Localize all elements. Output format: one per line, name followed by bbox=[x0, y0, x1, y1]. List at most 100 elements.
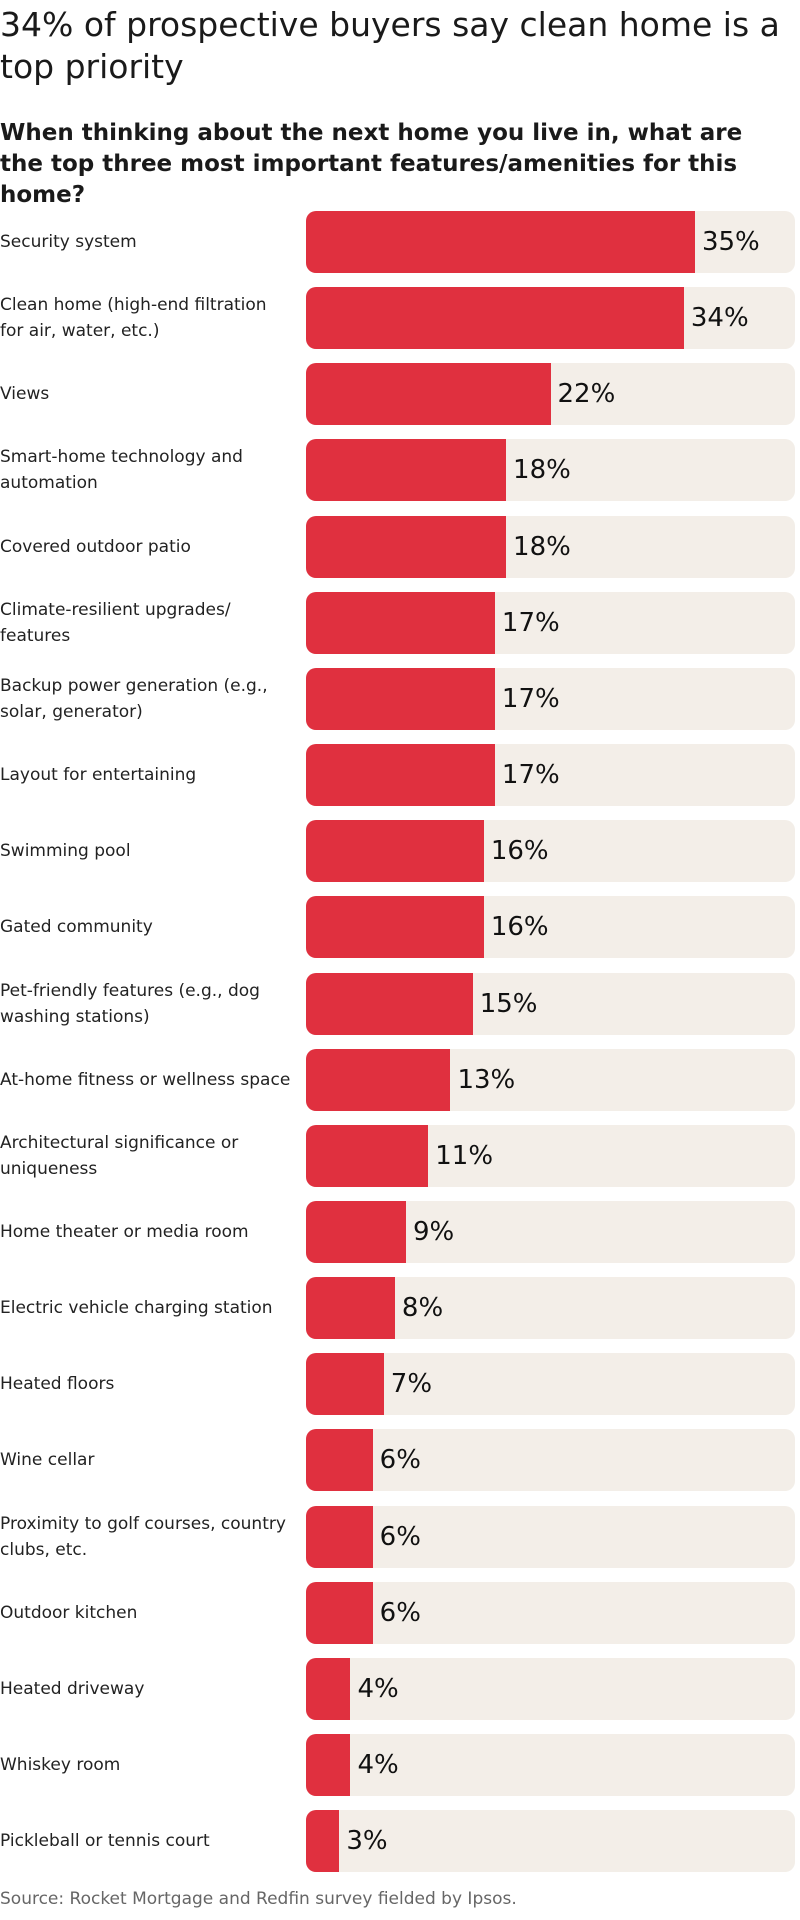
bar-track bbox=[306, 1429, 795, 1492]
value-label: 17% bbox=[501, 607, 560, 638]
bar-track bbox=[306, 1734, 795, 1796]
bar-row: Layout for entertaining 17% bbox=[0, 744, 800, 807]
bar-row: Home theater or media room 9% bbox=[0, 1200, 800, 1263]
category-label: At-home fitness or wellness space bbox=[0, 1069, 291, 1090]
value-label: 11% bbox=[435, 1140, 494, 1171]
category-label: Clean home (high-end filtration for air,… bbox=[0, 295, 267, 342]
chart-subtitle: When thinking about the next home you li… bbox=[0, 120, 743, 208]
value-label: 8% bbox=[401, 1293, 444, 1324]
category-label: Heated floors bbox=[0, 1374, 115, 1395]
bar-row: Architectural significance or uniqueness… bbox=[0, 1124, 800, 1187]
bar bbox=[306, 287, 684, 350]
bar bbox=[306, 591, 495, 654]
source-note: Source: Rocket Mortgage and Redfin surve… bbox=[0, 1889, 517, 1909]
value-label: 16% bbox=[490, 836, 549, 867]
bar bbox=[306, 1124, 429, 1187]
bar bbox=[306, 744, 495, 807]
category-label: Outdoor kitchen bbox=[0, 1602, 138, 1623]
bar bbox=[306, 1277, 395, 1340]
bar-row: At-home fitness or wellness space 13% bbox=[0, 1048, 800, 1111]
bar bbox=[306, 211, 695, 273]
bar-row: Outdoor kitchen 6% bbox=[0, 1581, 800, 1644]
value-label: 15% bbox=[479, 988, 538, 1019]
category-label: Gated community bbox=[0, 917, 153, 938]
value-label: 6% bbox=[379, 1521, 421, 1552]
bar-row: Proximity to golf courses, country clubs… bbox=[0, 1505, 800, 1568]
category-label: Wine cellar bbox=[0, 1450, 95, 1471]
category-label: Swimming pool bbox=[0, 841, 131, 862]
category-label: Architectural significance or uniqueness bbox=[0, 1132, 239, 1179]
bar-track bbox=[306, 1505, 795, 1568]
bar-track bbox=[306, 1810, 795, 1873]
category-label: Backup power generation (e.g., solar, ge… bbox=[0, 675, 268, 722]
value-label: 17% bbox=[501, 760, 560, 791]
bar bbox=[306, 1657, 351, 1720]
value-label: 18% bbox=[513, 531, 571, 562]
value-label: 16% bbox=[490, 912, 549, 943]
bar-track bbox=[306, 1353, 795, 1416]
category-label: Proximity to golf courses, country clubs… bbox=[0, 1513, 286, 1560]
bar-row: Wine cellar 6% bbox=[0, 1429, 800, 1492]
value-label: 34% bbox=[690, 303, 749, 334]
bar bbox=[306, 667, 495, 730]
category-label: Whiskey room bbox=[0, 1755, 121, 1775]
category-label: Views bbox=[0, 384, 50, 405]
value-label: 3% bbox=[346, 1826, 388, 1857]
bar bbox=[306, 1429, 373, 1492]
category-label: Smart-home technology and automation bbox=[0, 447, 243, 494]
bar-row: Whiskey room 4% bbox=[0, 1734, 800, 1796]
category-label: Covered outdoor patio bbox=[0, 536, 191, 557]
value-label: 22% bbox=[557, 379, 616, 410]
bar bbox=[306, 1200, 407, 1263]
value-label: 9% bbox=[413, 1216, 455, 1247]
bar-row: Gated community 16% bbox=[0, 896, 800, 959]
chart-title: 34% of prospective buyers say clean home… bbox=[0, 5, 780, 86]
bar-row: Climate-resilient upgrades/ features 17% bbox=[0, 591, 800, 654]
bar-track bbox=[306, 1657, 795, 1720]
bar bbox=[306, 1581, 373, 1644]
bar-row: Heated floors 7% bbox=[0, 1353, 800, 1416]
category-label: Security system bbox=[0, 232, 137, 252]
value-label: 7% bbox=[390, 1369, 433, 1400]
value-label: 6% bbox=[379, 1445, 421, 1476]
category-label: Pickleball or tennis court bbox=[0, 1831, 210, 1852]
bar-row: Backup power generation (e.g., solar, ge… bbox=[0, 667, 800, 730]
bar-row: Clean home (high-end filtration for air,… bbox=[0, 287, 800, 350]
bar bbox=[306, 1810, 340, 1873]
bar-row: Covered outdoor patio 18% bbox=[0, 515, 800, 578]
category-label: Heated driveway bbox=[0, 1678, 145, 1699]
bar bbox=[306, 1048, 451, 1111]
bar-row: Smart-home technology and automation 18% bbox=[0, 439, 800, 502]
bar bbox=[306, 820, 484, 883]
bar bbox=[306, 363, 551, 426]
bar-row: Security system 35% bbox=[0, 211, 800, 273]
bar-row: Pet-friendly features (e.g., dog washing… bbox=[0, 972, 800, 1035]
value-label: 35% bbox=[701, 227, 760, 257]
bar bbox=[306, 1505, 373, 1568]
value-label: 13% bbox=[457, 1064, 516, 1095]
category-label: Home theater or media room bbox=[0, 1221, 249, 1242]
value-label: 4% bbox=[357, 1750, 399, 1780]
bar bbox=[306, 972, 473, 1035]
bar bbox=[306, 515, 507, 578]
bar bbox=[306, 1734, 351, 1796]
bar-row: Heated driveway 4% bbox=[0, 1657, 800, 1720]
bar-row: Swimming pool 16% bbox=[0, 820, 800, 883]
value-label: 18% bbox=[513, 455, 571, 486]
bar bbox=[306, 439, 507, 502]
category-label: Layout for entertaining bbox=[0, 765, 197, 786]
category-label: Climate-resilient upgrades/ features bbox=[0, 599, 231, 646]
chart: Security system 35% Clean home (high-end f… bbox=[0, 211, 800, 1891]
bar-track bbox=[306, 1581, 795, 1644]
category-label: Pet-friendly features (e.g., dog washing… bbox=[0, 980, 260, 1027]
value-label: 17% bbox=[501, 683, 560, 714]
bar-row: Views 22% bbox=[0, 363, 800, 426]
bar bbox=[306, 1353, 384, 1416]
bar bbox=[306, 896, 484, 959]
value-label: 4% bbox=[357, 1673, 399, 1704]
bar-row: Electric vehicle charging station 8% bbox=[0, 1277, 800, 1340]
bar-row: Pickleball or tennis court 3% bbox=[0, 1810, 800, 1873]
category-label: Electric vehicle charging station bbox=[0, 1298, 273, 1319]
value-label: 6% bbox=[379, 1597, 421, 1628]
